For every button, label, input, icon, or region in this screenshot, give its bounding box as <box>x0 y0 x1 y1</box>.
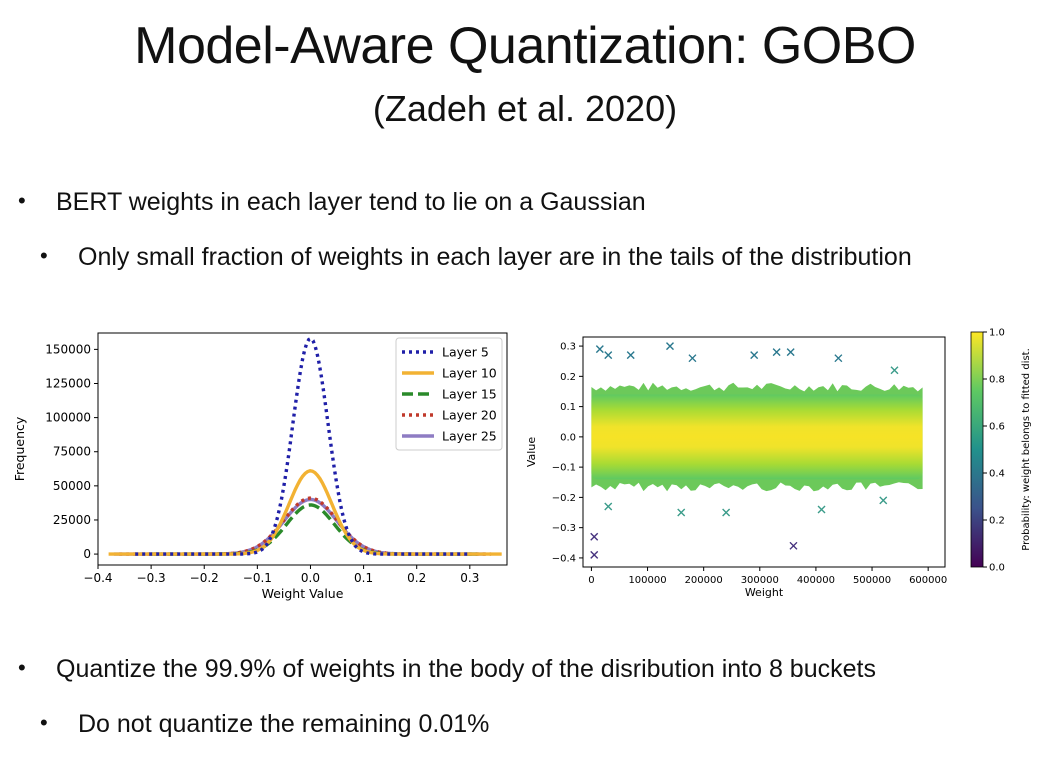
y-tick-label: −0.1 <box>552 463 576 474</box>
outlier-point <box>789 541 798 550</box>
y-tick-label: −0.2 <box>552 493 576 504</box>
colorbar-tick-label: 0.6 <box>989 422 1005 433</box>
y-axis-label: Frequency <box>12 416 27 481</box>
outlier-point <box>590 550 599 559</box>
weight-scatter-chart: 0 100000 200000 300000 400000 500000 600000 −0.… <box>525 328 1032 600</box>
colorbar-tick-label: 1.0 <box>989 328 1005 339</box>
y-tick-label: −0.4 <box>552 553 576 564</box>
x-tick-label: −0.4 <box>83 571 112 585</box>
y-tick-label: 0.3 <box>560 342 576 353</box>
outlier-point <box>665 342 674 351</box>
frequency-line-chart: −0.4 −0.3 −0.2 −0.1 0.0 0.1 0.2 0.3 0 25000 50000 7… <box>12 332 508 601</box>
plot-frame <box>97 332 508 566</box>
x-tick-label: 200000 <box>685 575 723 586</box>
colorbar-tick-label: 0.2 <box>989 516 1005 527</box>
distribution-body <box>591 394 923 480</box>
bullet-dot-icon: • <box>18 188 26 213</box>
legend-label: Layer 25 <box>442 429 497 444</box>
colorbar-tick-label: 0.0 <box>989 563 1005 574</box>
outlier-point <box>604 502 613 511</box>
y-tick-label: 0.2 <box>560 372 576 383</box>
x-tick-label: 0.0 <box>301 571 320 585</box>
x-axis-label: Weight Value <box>262 586 344 601</box>
y-tick-label: 100000 <box>45 411 91 425</box>
x-tick-label: 0 <box>588 575 594 586</box>
bullet-1-text: BERT weights in each layer tend to lie o… <box>56 188 646 216</box>
bullet-3: • Quantize the 99.9% of weights in the bo… <box>18 655 876 684</box>
legend-label: Layer 15 <box>442 387 497 402</box>
bullet-dot-icon: • <box>40 710 48 735</box>
bullet-dot-icon: • <box>18 655 26 680</box>
bullet-dot-icon: • <box>40 243 48 268</box>
x-tick-label: 0.2 <box>407 571 426 585</box>
legend-box <box>395 337 503 451</box>
outlier-point <box>834 354 843 363</box>
series-line-layer-5 <box>135 336 470 556</box>
colorbar-tick-label: 0.4 <box>989 469 1005 480</box>
x-tick-label: 600000 <box>909 575 947 586</box>
outlier-point <box>786 348 795 357</box>
y-tick-label: −0.3 <box>552 523 576 534</box>
y-tick-label: 150000 <box>45 342 91 356</box>
x-tick-label: 0.1 <box>354 571 373 585</box>
series-line-layer-15 <box>151 503 481 556</box>
outlier-point <box>626 351 635 360</box>
x-tick-label: 100000 <box>628 575 666 586</box>
x-tick-label: 500000 <box>853 575 891 586</box>
x-tick-label: 400000 <box>797 575 835 586</box>
plot-frame <box>582 336 946 568</box>
outlier-point <box>879 496 888 505</box>
y-tick-label: 0 <box>83 547 91 561</box>
colorbar-label: Probability: weight belongs to fitted di… <box>1021 348 1032 551</box>
bullet-4-text: Do not quantize the remaining 0.01% <box>78 710 490 738</box>
y-tick-label: 50000 <box>53 479 91 493</box>
series-line-layer-20 <box>119 496 492 556</box>
colorbar <box>970 331 984 568</box>
legend-label: Layer 20 <box>442 408 497 423</box>
y-tick-label: 0.0 <box>560 432 576 443</box>
slide-title: Model-Aware Quantization: GOBO <box>134 17 916 75</box>
bullet-3-text: Quantize the 99.9% of weights in the bod… <box>56 655 876 683</box>
y-tick-label: 75000 <box>53 445 91 459</box>
x-tick-label: 300000 <box>741 575 779 586</box>
bullet-4: • Do not quantize the remaining 0.01% <box>40 710 490 739</box>
x-tick-label: −0.3 <box>137 571 166 585</box>
y-axis-label: Value <box>525 437 538 467</box>
legend-label: Layer 10 <box>442 366 497 381</box>
outlier-point <box>722 508 731 517</box>
outlier-point <box>688 354 697 363</box>
x-tick-label: 0.3 <box>460 571 479 585</box>
bullet-2-text: Only small fraction of weights in each l… <box>78 243 912 271</box>
legend-label: Layer 5 <box>442 345 489 360</box>
colorbar-tick-label: 0.8 <box>989 375 1005 386</box>
series-line-layer-10 <box>108 469 502 556</box>
outlier-point <box>604 351 613 360</box>
bullet-1: • BERT weights in each layer tend to lie … <box>18 188 646 217</box>
bullet-2: • Only small fraction of weights in each … <box>40 243 912 272</box>
x-axis-label: Weight <box>745 586 784 599</box>
y-tick-label: 0.1 <box>560 402 576 413</box>
x-tick-label: −0.1 <box>243 571 272 585</box>
outlier-point <box>677 508 686 517</box>
x-tick-label: −0.2 <box>190 571 219 585</box>
outlier-point <box>590 532 599 541</box>
y-tick-label: 25000 <box>53 513 91 527</box>
slide-subtitle: (Zadeh et al. 2020) <box>372 88 678 129</box>
outlier-point <box>750 351 759 360</box>
outlier-point <box>595 345 604 354</box>
outlier-point <box>817 505 826 514</box>
outlier-point <box>772 348 781 357</box>
outlier-point <box>890 366 899 375</box>
y-tick-label: 125000 <box>45 376 91 390</box>
